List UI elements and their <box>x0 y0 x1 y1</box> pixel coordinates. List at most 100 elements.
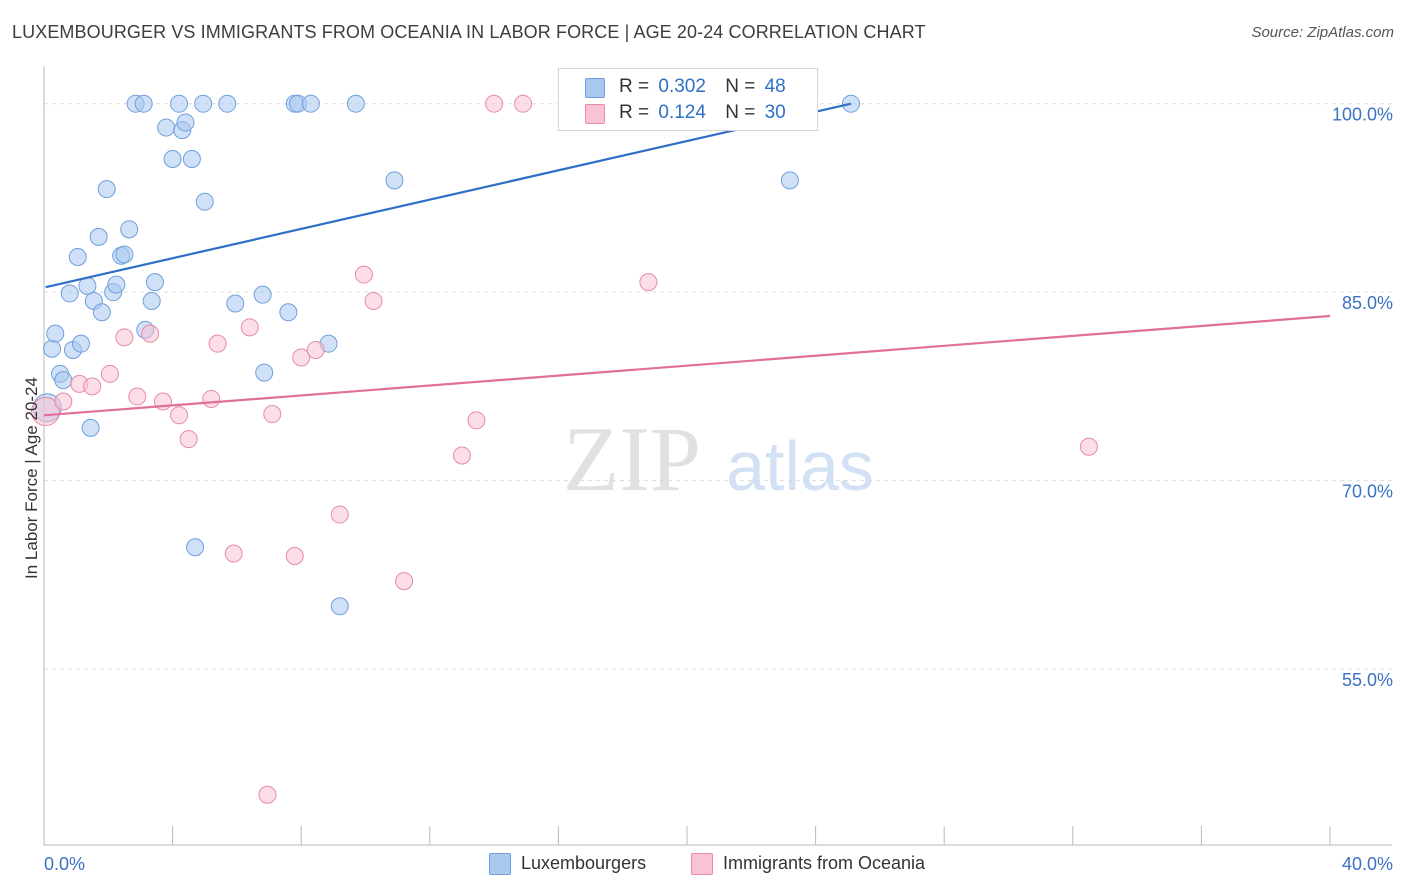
oceania-point <box>240 318 259 337</box>
x-tick-labels: 0.0% 40.0% <box>44 854 1393 874</box>
luxembourger-point <box>60 284 79 303</box>
oceania-point <box>170 406 189 425</box>
grid-lines <box>44 103 1392 670</box>
series-legend: Luxembourgers Immigrants from Oceania <box>0 852 1406 878</box>
luxembourger-point <box>145 273 164 292</box>
oceania-point <box>31 397 61 427</box>
oceania-point <box>364 291 383 310</box>
luxembourger-point <box>81 418 100 437</box>
y-tick-label: 100.0% <box>1332 105 1393 125</box>
oceania-point <box>179 430 198 449</box>
oceania-point <box>100 364 119 383</box>
y-tick-label: 55.0% <box>1342 670 1393 690</box>
legend-r-value: 0.124 <box>658 102 706 123</box>
legend-swatch-pink <box>691 853 713 875</box>
luxembourger-point <box>43 339 62 358</box>
legend-label-oceania: Immigrants from Oceania <box>723 853 926 873</box>
luxembourger-point <box>46 324 65 343</box>
watermark-zip: ZIP <box>563 408 701 510</box>
oceania-point <box>208 334 227 353</box>
legend-n-value: 48 <box>764 76 786 97</box>
oceania-point <box>452 446 471 465</box>
legend-r-label: R = <box>619 76 650 97</box>
luxembourger-point <box>218 94 237 113</box>
oceania-point <box>141 324 160 343</box>
y-axis-label: In Labor Force | Age 20-24 <box>22 377 41 579</box>
oceania-point <box>115 328 134 347</box>
luxembourger-point <box>107 275 126 294</box>
oceania-point <box>306 340 325 359</box>
legend-n-label: N = <box>725 102 756 123</box>
luxembourger-point <box>195 192 214 211</box>
luxembourger-point <box>134 94 153 113</box>
legend-n-value: 30 <box>764 102 786 123</box>
luxembourger-point <box>142 291 161 310</box>
luxembourger-point <box>115 245 134 264</box>
oceania-point <box>395 572 414 591</box>
luxembourger-point <box>194 94 213 113</box>
oceania-point <box>639 273 658 292</box>
luxembourger-point <box>176 113 195 132</box>
oceania-point <box>83 377 102 396</box>
luxembourger-point <box>89 227 108 246</box>
legend-r-label: R = <box>619 102 650 123</box>
source-credit: Source: ZipAtlas.com <box>1251 24 1394 41</box>
oceania-point <box>292 348 311 367</box>
oceania-point <box>128 387 147 406</box>
oceania-point <box>258 785 277 804</box>
chart-title: LUXEMBOURGER VS IMMIGRANTS FROM OCEANIA … <box>12 22 926 42</box>
legend-swatch-blue <box>489 853 511 875</box>
oceania-point <box>1079 437 1098 456</box>
luxembourger-point <box>170 94 189 113</box>
luxembourger-point <box>186 538 205 557</box>
luxembourger-point <box>163 149 182 168</box>
correlation-legend: R = 0.302 N = 48 R = 0.124 N = 30 <box>558 68 818 131</box>
legend-swatch-pink <box>585 104 605 124</box>
luxembourger-point <box>330 597 349 616</box>
y-tick-labels: 100.0% 85.0% 70.0% 55.0% <box>1332 105 1393 690</box>
watermark-atlas: atlas <box>726 427 874 505</box>
legend-label-luxembourgers: Luxembourgers <box>521 853 647 873</box>
luxembourger-point <box>226 294 245 313</box>
luxembourger-point <box>780 171 799 190</box>
oceania-point <box>330 505 349 524</box>
luxembourger-point <box>182 149 201 168</box>
luxembourger-point <box>253 285 272 304</box>
legend-swatch-blue <box>585 78 605 98</box>
luxembourger-point <box>157 118 176 137</box>
oceania-trend-line <box>43 314 1331 417</box>
oceania-point <box>224 544 243 563</box>
luxembourger-point <box>54 371 73 390</box>
luxembourger-point <box>71 334 90 353</box>
y-tick-label: 85.0% <box>1342 293 1393 313</box>
oceania-point <box>485 94 504 113</box>
luxembourger-point <box>346 94 365 113</box>
x-tick-label: 40.0% <box>1342 854 1393 874</box>
oceania-point <box>285 547 304 566</box>
luxembourger-point <box>279 303 298 322</box>
luxembourger-point <box>68 247 87 266</box>
legend-r-value: 0.302 <box>658 76 706 97</box>
legend-n-label: N = <box>725 76 756 97</box>
oceania-point <box>202 389 221 408</box>
axes <box>43 66 1392 846</box>
y-tick-label: 70.0% <box>1342 482 1393 502</box>
oceania-point <box>514 94 533 113</box>
luxembourger-point <box>120 220 139 239</box>
oceania-point <box>354 265 373 284</box>
watermark: ZIP atlas <box>563 408 874 510</box>
luxembourger-point <box>255 363 274 382</box>
luxembourger-trend-line <box>45 102 852 289</box>
trend-lines <box>43 102 1331 417</box>
luxembourger-points <box>32 94 860 616</box>
oceania-point <box>54 392 73 411</box>
oceania-point <box>467 411 486 430</box>
oceania-point <box>263 405 282 424</box>
luxembourger-point <box>385 171 404 190</box>
x-tick-label: 0.0% <box>44 854 85 874</box>
luxembourger-point <box>97 180 116 199</box>
luxembourger-point <box>301 94 320 113</box>
luxembourger-point <box>92 303 111 322</box>
oceania-points <box>31 94 1098 804</box>
